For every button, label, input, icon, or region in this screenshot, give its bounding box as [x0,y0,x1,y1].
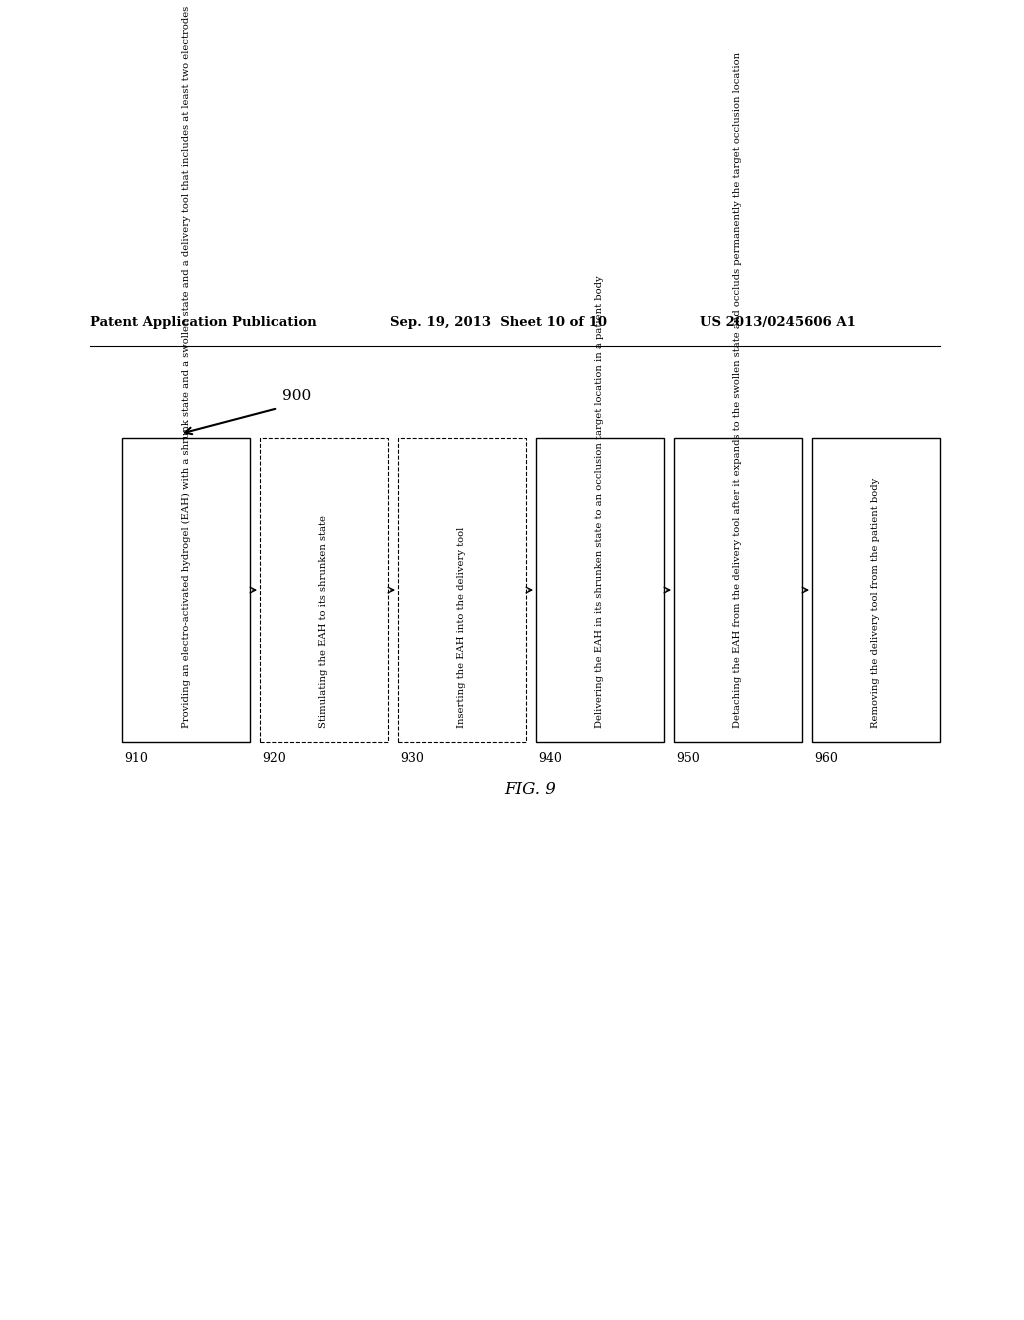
Text: 960: 960 [814,751,838,764]
Text: US 2013/0245606 A1: US 2013/0245606 A1 [700,315,856,329]
Text: Inserting the EAH into the delivery tool: Inserting the EAH into the delivery tool [458,527,467,729]
Bar [812,438,940,742]
Text: Stimulating the EAH to its shrunken state: Stimulating the EAH to its shrunken stat… [319,515,329,729]
Text: 900: 900 [282,388,311,403]
Text: Providing an electro-activated hydrogel (EAH) with a shrunk state and a swollen : Providing an electro-activated hydrogel … [181,7,190,729]
Text: Delivering the EAH in its shrunken state to an occlusion target location in a pa: Delivering the EAH in its shrunken state… [596,276,604,729]
Text: 940: 940 [538,751,562,764]
Text: 930: 930 [400,751,424,764]
Bar [398,438,526,742]
Text: FIG. 9: FIG. 9 [504,780,556,797]
Bar [674,438,802,742]
Text: 920: 920 [262,751,286,764]
Text: Patent Application Publication: Patent Application Publication [90,315,316,329]
Bar [536,438,664,742]
Text: Sep. 19, 2013  Sheet 10 of 10: Sep. 19, 2013 Sheet 10 of 10 [390,315,607,329]
Bar [122,438,250,742]
Text: 950: 950 [676,751,699,764]
Bar [260,438,388,742]
Text: Detaching the EAH from the delivery tool after it expands to the swollen state a: Detaching the EAH from the delivery tool… [733,51,742,729]
Text: Removing the delivery tool from the patient body: Removing the delivery tool from the pati… [871,478,881,729]
Text: 910: 910 [124,751,147,764]
